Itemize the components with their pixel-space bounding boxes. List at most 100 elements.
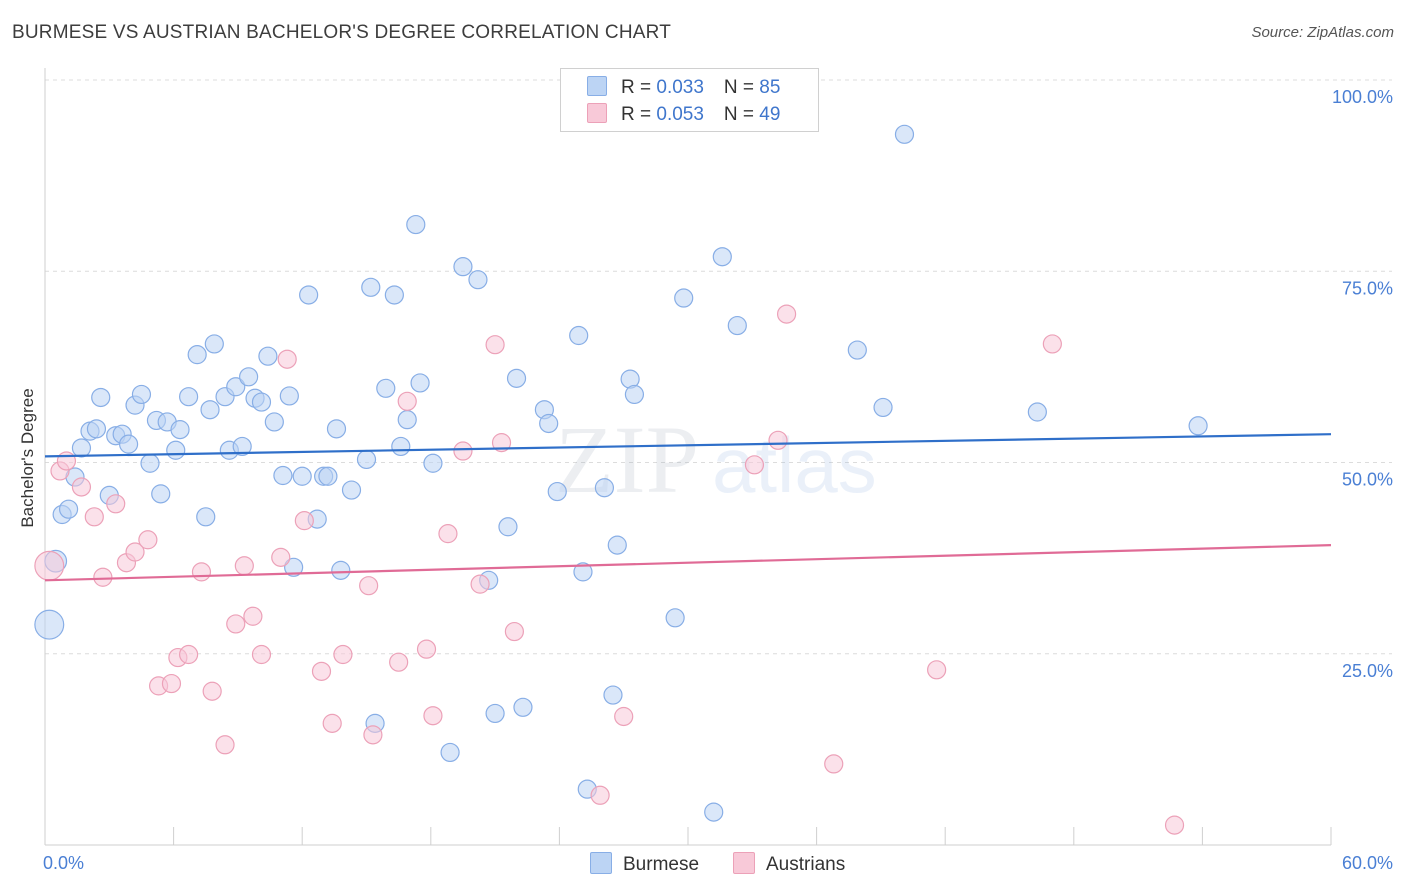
burmese-point — [539, 413, 559, 434]
austrians-point — [234, 556, 254, 576]
austrians-point — [56, 451, 77, 471]
austrians-point — [470, 574, 490, 594]
watermark-zip: ZIP — [555, 406, 699, 513]
burmese-point — [468, 270, 488, 290]
x-tick-label-min: 0.0% — [43, 853, 84, 873]
austrians-point — [416, 639, 437, 659]
austrians-point — [744, 455, 765, 475]
burmese-point — [406, 214, 426, 235]
austrians-point — [776, 304, 797, 324]
burmese-point — [187, 345, 207, 365]
burmese-point — [361, 277, 381, 297]
austrians-point — [614, 706, 634, 727]
burmese-point — [131, 384, 152, 405]
burmese-point — [34, 609, 65, 640]
burmese-point — [423, 453, 443, 473]
burmese-point — [453, 257, 473, 277]
austrians-legend-label: Austrians — [766, 854, 846, 875]
austrians-point — [333, 644, 353, 665]
burmese-point — [547, 481, 567, 502]
burmese-point — [594, 478, 615, 498]
burmese-point — [440, 742, 460, 763]
bottom-legend-burmese: Burmese — [590, 852, 699, 876]
burmese-point — [326, 419, 347, 439]
austrians-point — [363, 725, 383, 745]
austrians-point — [768, 430, 788, 450]
austrians-point — [179, 644, 199, 665]
data-points — [34, 71, 1208, 835]
burmese-point — [292, 466, 312, 486]
austrians-legend-icon — [733, 852, 755, 874]
austrians-point — [106, 494, 126, 514]
burmese-point — [264, 412, 284, 432]
burmese-point — [1188, 416, 1208, 436]
tick-labels: 100.0% 75.0% 50.0% 25.0% 0.0% 60.0% — [43, 87, 1393, 873]
r-value: 0.033 — [656, 77, 704, 98]
burmese-point — [712, 247, 732, 267]
austrians-point — [251, 644, 272, 665]
burmese-point — [170, 420, 190, 440]
burmese-point — [318, 466, 338, 486]
burmese-point — [118, 434, 139, 454]
austrians-point — [590, 785, 610, 805]
r-value: 0.053 — [656, 104, 704, 125]
austrians-point — [294, 511, 314, 531]
axes — [44, 68, 1332, 846]
austrians-point — [322, 713, 342, 733]
burmese-point — [299, 285, 319, 305]
burmese-point — [569, 325, 589, 346]
burmese-point — [624, 384, 645, 405]
burmese-point — [376, 378, 396, 398]
chart-title: BURMESE VS AUSTRIAN BACHELOR'S DEGREE CO… — [12, 22, 671, 43]
burmese-point — [607, 535, 627, 555]
austrians-point — [226, 614, 246, 634]
austrians-point — [491, 433, 512, 453]
austrians-point — [453, 441, 473, 461]
burmese-point — [239, 367, 259, 387]
burmese-point — [140, 453, 160, 473]
burmese-legend-label: Burmese — [623, 854, 700, 875]
legend-row-austrians: R = 0.053 N = 49 — [587, 103, 780, 125]
n-label: N = — [723, 77, 760, 98]
austrians-point — [34, 550, 65, 581]
burmese-point — [196, 507, 216, 527]
burmese-point — [847, 340, 867, 360]
trend-lines — [44, 433, 1332, 582]
watermark: ZIP atlas — [555, 406, 877, 513]
burmese-point — [498, 517, 518, 537]
burmese-point — [166, 440, 186, 460]
austrians-point — [71, 477, 92, 497]
burmese-point — [91, 387, 111, 408]
austrians-point — [161, 673, 182, 694]
austrians-point — [423, 706, 443, 726]
burmese-point — [485, 703, 505, 724]
burmese-point — [58, 499, 79, 519]
burmese-point — [86, 419, 107, 439]
burmese-point — [251, 392, 272, 412]
austrians-point — [191, 562, 212, 582]
burmese-point — [665, 608, 685, 628]
burmese-point — [513, 697, 533, 717]
watermark-atlas: atlas — [712, 421, 877, 509]
burmese-point — [573, 562, 593, 582]
austrians-point — [271, 547, 291, 567]
austrians-point — [397, 391, 417, 411]
n-label: N = — [723, 104, 760, 125]
burmese-point — [873, 397, 893, 418]
burmese-point — [356, 449, 377, 470]
legend-row-burmese: R = 0.033 N = 85 — [587, 76, 780, 98]
burmese-legend-icon — [590, 852, 612, 874]
austrians-point — [485, 335, 505, 355]
r-label: R = — [621, 77, 657, 98]
burmese-point — [284, 557, 304, 577]
austrians-point — [311, 661, 332, 681]
burmese-point — [674, 288, 694, 308]
austrians-point — [138, 530, 158, 550]
burmese-point — [226, 377, 246, 397]
y-tick-label: 100.0% — [1332, 87, 1393, 107]
correlation-legend: R = 0.033 N = 85 R = 0.053 N = 49 — [560, 68, 819, 132]
burmese-point — [397, 410, 417, 430]
burmese-point — [603, 685, 623, 705]
burmese-point — [71, 438, 92, 458]
source-label: Source: ZipAtlas.com — [1251, 24, 1394, 41]
